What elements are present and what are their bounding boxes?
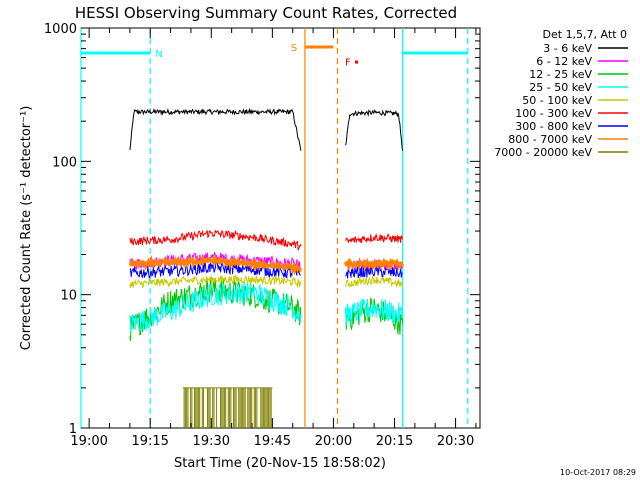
legend-label: 25 - 50 keV <box>529 81 592 94</box>
series-line <box>129 281 302 333</box>
y-tick-label: 1 <box>69 422 77 437</box>
flare-marker <box>355 60 358 64</box>
series-line <box>345 275 404 288</box>
series-line <box>129 274 302 289</box>
marker-lines: N S F <box>80 28 469 428</box>
marker-label: N <box>155 49 162 60</box>
legend-label: 6 - 12 keV <box>536 55 592 68</box>
series-line <box>344 256 405 272</box>
legend-header: Det 1,5,7, Att 0 <box>543 28 627 41</box>
footer-date: 10-Oct-2017 08:29 <box>560 468 636 477</box>
x-tick-label: 19:15 <box>131 434 168 449</box>
x-tick-label: 19:45 <box>254 434 291 449</box>
marker-label: F <box>345 58 351 69</box>
x-tick-label: 20:00 <box>315 434 352 449</box>
series-line <box>345 298 404 326</box>
legend-label: 7000 - 20000 keV <box>494 146 592 159</box>
y-tick-label: 100 <box>52 155 77 170</box>
plot-frame <box>80 27 481 429</box>
x-tick-label: 19:00 <box>70 434 107 449</box>
legend-label: 12 - 25 keV <box>529 68 592 81</box>
legend-label: 800 - 7000 keV <box>508 133 592 146</box>
x-tick-label: 20:30 <box>437 434 474 449</box>
series-line <box>345 232 404 244</box>
series-group <box>129 107 405 428</box>
x-tick-label: 20:15 <box>376 434 413 449</box>
series-line <box>129 229 302 252</box>
series-line <box>129 254 302 276</box>
legend-label: 3 - 6 keV <box>543 42 592 55</box>
marker-label: S <box>291 43 297 54</box>
y-tick-label: 10 <box>60 289 77 304</box>
x-tick-label: 19:30 <box>193 434 230 449</box>
series-line <box>129 107 302 151</box>
series-line <box>345 109 404 151</box>
x-axis-label: Start Time (20-Nov-15 18:58:02) <box>174 456 386 471</box>
legend-label: 50 - 100 keV <box>522 94 592 107</box>
y-axis: 1 10 100 1000 <box>44 22 480 437</box>
x-axis: 19:00 19:15 19:30 19:45 20:00 20:15 20:30 <box>70 28 477 449</box>
series-line <box>345 264 403 279</box>
series-line <box>129 261 302 279</box>
chart-title: HESSI Observing Summary Count Rates, Cor… <box>75 4 457 22</box>
legend-label: 300 - 800 keV <box>515 120 592 133</box>
legend-label: 100 - 300 keV <box>515 107 592 120</box>
y-tick-label: 1000 <box>44 22 77 37</box>
y-axis-label: Corrected Count Rate (s⁻¹ detector⁻¹) <box>19 106 34 351</box>
